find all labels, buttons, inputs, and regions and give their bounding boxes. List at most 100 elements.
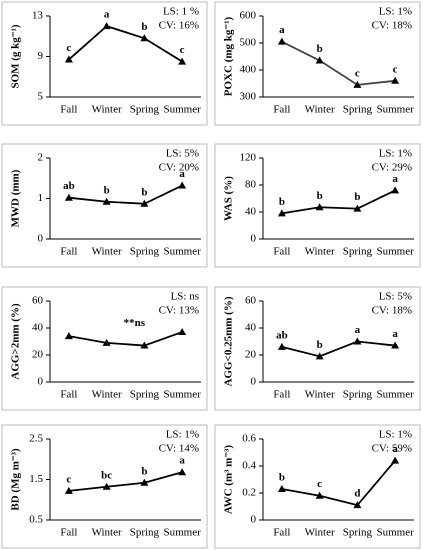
point-marker <box>277 209 286 217</box>
significance-letter: b <box>141 186 147 198</box>
note: **ns <box>124 317 146 329</box>
point-marker <box>315 352 324 360</box>
point-marker <box>315 203 324 211</box>
panel: POXC (mg kg⁻¹) LS: 1% CV: 18% 300 400 500 600 F… <box>214 1 421 126</box>
point-marker <box>64 486 73 494</box>
x-tick-label: Spring <box>130 389 160 401</box>
significance-letter: b <box>141 465 147 477</box>
y-tick-label: 13 <box>32 10 44 22</box>
panel-frame <box>1 286 208 411</box>
y-axis-label: SOM (g kg⁻¹) <box>10 24 22 88</box>
x-tick-label: Fall <box>273 527 290 539</box>
significance-letter: c <box>66 42 71 54</box>
y-axis-label: POXC (mg kg⁻¹) <box>223 16 235 96</box>
x-tick-label: Spring <box>130 527 160 539</box>
y-tick-label: 60 <box>245 295 257 307</box>
x-tick-label: Fall <box>273 104 290 116</box>
x-tick-label: Fall <box>60 527 77 539</box>
y-tick-label: 20 <box>32 349 44 361</box>
point-marker <box>353 501 362 509</box>
y-axis-label: MWD (mm) <box>10 169 22 227</box>
y-tick-label: 20 <box>245 349 257 361</box>
point-marker <box>353 80 362 88</box>
point-marker <box>140 34 149 42</box>
point-marker <box>178 181 187 189</box>
y-axis-label: WAS (%) <box>223 176 235 221</box>
data-line <box>68 184 183 205</box>
significance-letter: bc <box>101 469 112 481</box>
significance-letter: a <box>279 24 285 36</box>
y-tick-label: 400 <box>240 64 257 76</box>
point-marker <box>102 22 111 30</box>
significance-letter: ab <box>63 180 75 192</box>
y-tick-label: 60 <box>32 295 44 307</box>
significance-letter: a <box>104 9 110 21</box>
y-tick-label: 0 <box>251 233 257 245</box>
panel: BD (Mg m⁻³) LS: 1% CV: 14% 0.5 1.5 2.5 Fall Win… <box>1 424 208 549</box>
significance-letter: a <box>179 455 185 467</box>
significance-letter: b <box>354 191 360 203</box>
point-marker <box>391 76 400 84</box>
stat-label: LS: 5% <box>166 148 199 160</box>
y-tick-label: 0 <box>251 514 257 526</box>
x-tick-label: Winter <box>305 104 335 116</box>
stat-label: LS: 1 % <box>163 6 199 18</box>
point-marker <box>140 478 149 486</box>
x-tick-label: Summer <box>376 104 414 116</box>
y-tick-label: 0.6 <box>242 433 256 445</box>
y-tick-label: 0 <box>251 376 257 388</box>
x-tick-label: Winter <box>305 527 335 539</box>
point-marker <box>277 484 286 492</box>
point-marker <box>353 337 362 345</box>
panel: MWD (mm) LS: 5% CV: 20% 0 1 2 Fall Winter Spring… <box>1 143 208 268</box>
x-tick-label: Summer <box>376 527 414 539</box>
significance-letter: a <box>355 324 361 336</box>
point-marker <box>277 342 286 350</box>
point-marker <box>102 197 111 205</box>
significance-letter: d <box>354 488 360 500</box>
x-tick-label: Summer <box>163 389 201 401</box>
significance-letter: b <box>317 339 323 351</box>
stat-label: CV: 16% <box>159 20 199 32</box>
panel: AGG>2mm (%) LS: ns CV: 13% 0 20 40 60 Fall Winte… <box>1 286 208 411</box>
point-marker <box>140 199 149 207</box>
y-tick-label: 500 <box>240 37 257 49</box>
significance-letter: b <box>279 471 285 483</box>
panel: SOM (g kg⁻¹) LS: 1 % CV: 16% 5 9 13 Fall Winter… <box>1 1 208 126</box>
point-marker <box>353 204 362 212</box>
significance-letter: b <box>104 184 110 196</box>
x-tick-label: Summer <box>163 246 201 258</box>
significance-letter: a <box>179 168 185 180</box>
data-line <box>68 331 183 347</box>
x-tick-label: Winter <box>92 527 122 539</box>
stat-label: CV: 29% <box>372 162 412 174</box>
point-marker <box>178 57 187 65</box>
panel-frame <box>214 143 421 268</box>
y-tick-label: 600 <box>240 10 257 22</box>
y-tick-label: 80 <box>245 179 257 191</box>
y-tick-label: 2 <box>38 152 44 164</box>
panel: AGG<0.25mm (%) LS: 5% CV: 18% 0 20 40 60 Fall Wi… <box>214 286 421 411</box>
significance-letter: b <box>317 43 323 55</box>
y-tick-label: 1 <box>38 192 44 204</box>
stat-label: CV: 14% <box>159 443 199 455</box>
point-marker <box>391 341 400 349</box>
point-marker <box>315 56 324 64</box>
x-tick-label: Spring <box>343 527 373 539</box>
stat-label: LS: 1% <box>379 148 412 160</box>
panel: WAS (%) LS: 1% CV: 29% 0 40 80 120 Fall Winter Sp… <box>214 143 421 268</box>
y-tick-label: 5 <box>38 91 44 103</box>
stat-label: CV: 20% <box>159 162 199 174</box>
data-line <box>281 189 396 215</box>
x-tick-label: Fall <box>60 104 77 116</box>
stat-label: CV: 18% <box>372 20 412 32</box>
data-line <box>68 25 183 63</box>
stat-label: LS: 1% <box>379 6 412 18</box>
y-axis-label: AGG>2mm (%) <box>10 303 22 380</box>
data-line <box>281 40 396 86</box>
x-tick-label: Summer <box>163 104 201 116</box>
x-tick-label: Winter <box>92 389 122 401</box>
y-tick-label: 0 <box>38 233 44 245</box>
significance-letter: c <box>180 44 185 56</box>
